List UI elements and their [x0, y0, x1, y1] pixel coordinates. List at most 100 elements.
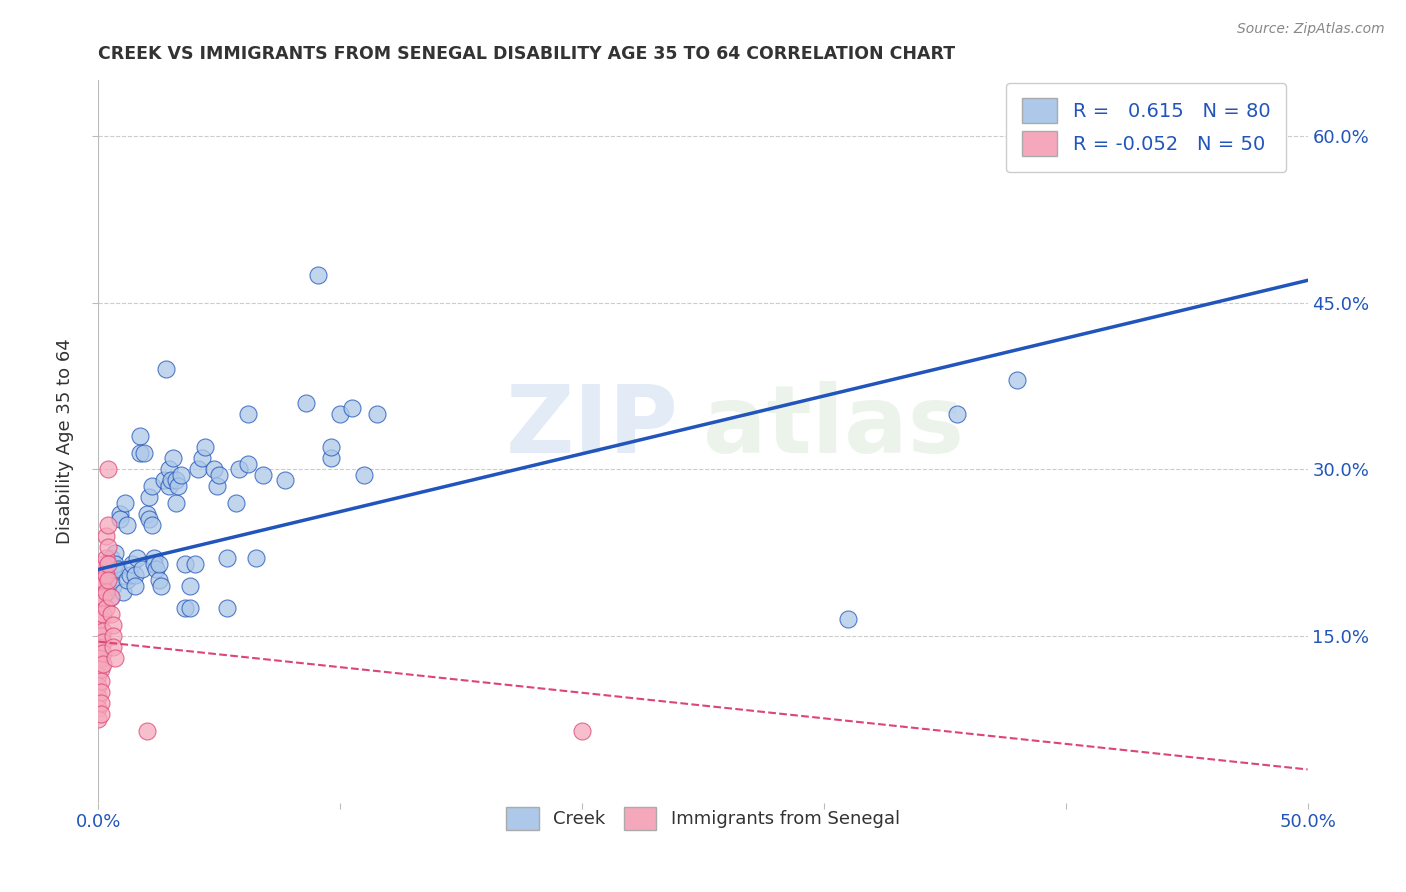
Point — [135, 507, 157, 521]
Point — [245, 551, 267, 566]
Point — [101, 629, 124, 643]
Point — [87, 634, 110, 648]
Point — [157, 479, 180, 493]
Point — [101, 562, 124, 576]
Point — [141, 517, 163, 532]
Text: CREEK VS IMMIGRANTS FROM SENEGAL DISABILITY AGE 35 TO 64 CORRELATION CHART: CREEK VS IMMIGRANTS FROM SENEGAL DISABIL… — [98, 45, 956, 63]
Point — [91, 574, 114, 588]
Point — [87, 607, 110, 621]
Point — [238, 457, 260, 471]
Point — [187, 462, 209, 476]
Point — [101, 640, 124, 655]
Point — [87, 679, 110, 693]
Point — [87, 590, 110, 604]
Point — [165, 474, 187, 488]
Point — [162, 451, 184, 466]
Point — [165, 496, 187, 510]
Point — [225, 496, 247, 510]
Point — [366, 407, 388, 421]
Point — [145, 562, 167, 576]
Point — [90, 696, 112, 710]
Point — [155, 362, 177, 376]
Point — [238, 407, 260, 421]
Point — [194, 440, 217, 454]
Point — [148, 574, 170, 588]
Point — [104, 546, 127, 560]
Point — [128, 445, 150, 459]
Point — [111, 584, 134, 599]
Point — [127, 551, 149, 566]
Point — [90, 629, 112, 643]
Point — [90, 651, 112, 665]
Point — [94, 568, 117, 582]
Point — [204, 462, 226, 476]
Point — [143, 557, 166, 571]
Point — [128, 429, 150, 443]
Point — [946, 407, 969, 421]
Point — [100, 607, 122, 621]
Point — [91, 624, 114, 638]
Point — [215, 551, 238, 566]
Point — [205, 479, 228, 493]
Point — [90, 684, 112, 698]
Point — [100, 574, 122, 588]
Point — [215, 601, 238, 615]
Point — [108, 507, 131, 521]
Point — [91, 607, 114, 621]
Point — [184, 557, 207, 571]
Point — [101, 579, 124, 593]
Point — [295, 395, 318, 409]
Point — [100, 590, 122, 604]
Point — [87, 713, 110, 727]
Point — [191, 451, 214, 466]
Legend: Creek, Immigrants from Senegal: Creek, Immigrants from Senegal — [492, 792, 914, 845]
Point — [837, 612, 859, 626]
Point — [124, 568, 146, 582]
Point — [101, 618, 124, 632]
Point — [90, 662, 112, 676]
Point — [571, 723, 593, 738]
Point — [1128, 140, 1150, 154]
Point — [117, 574, 139, 588]
Point — [148, 557, 170, 571]
Point — [273, 474, 295, 488]
Point — [150, 579, 173, 593]
Point — [90, 562, 112, 576]
Point — [329, 407, 352, 421]
Point — [138, 512, 160, 526]
Point — [308, 268, 330, 282]
Point — [91, 657, 114, 671]
Point — [117, 517, 139, 532]
Point — [87, 690, 110, 705]
Point — [87, 701, 110, 715]
Point — [174, 601, 197, 615]
Text: atlas: atlas — [703, 381, 965, 473]
Point — [121, 557, 143, 571]
Point — [97, 517, 120, 532]
Point — [94, 529, 117, 543]
Point — [97, 574, 120, 588]
Point — [100, 551, 122, 566]
Point — [90, 673, 112, 688]
Point — [179, 579, 201, 593]
Point — [143, 551, 166, 566]
Point — [107, 562, 129, 576]
Text: Source: ZipAtlas.com: Source: ZipAtlas.com — [1237, 22, 1385, 37]
Point — [90, 706, 112, 721]
Point — [97, 540, 120, 554]
Point — [179, 601, 201, 615]
Point — [124, 579, 146, 593]
Point — [91, 646, 114, 660]
Point — [174, 557, 197, 571]
Point — [104, 557, 127, 571]
Point — [141, 479, 163, 493]
Y-axis label: Disability Age 35 to 64: Disability Age 35 to 64 — [56, 339, 75, 544]
Point — [94, 551, 117, 566]
Point — [97, 557, 120, 571]
Point — [208, 467, 231, 482]
Point — [252, 467, 274, 482]
Point — [97, 568, 120, 582]
Point — [114, 496, 136, 510]
Point — [353, 467, 375, 482]
Point — [90, 640, 112, 655]
